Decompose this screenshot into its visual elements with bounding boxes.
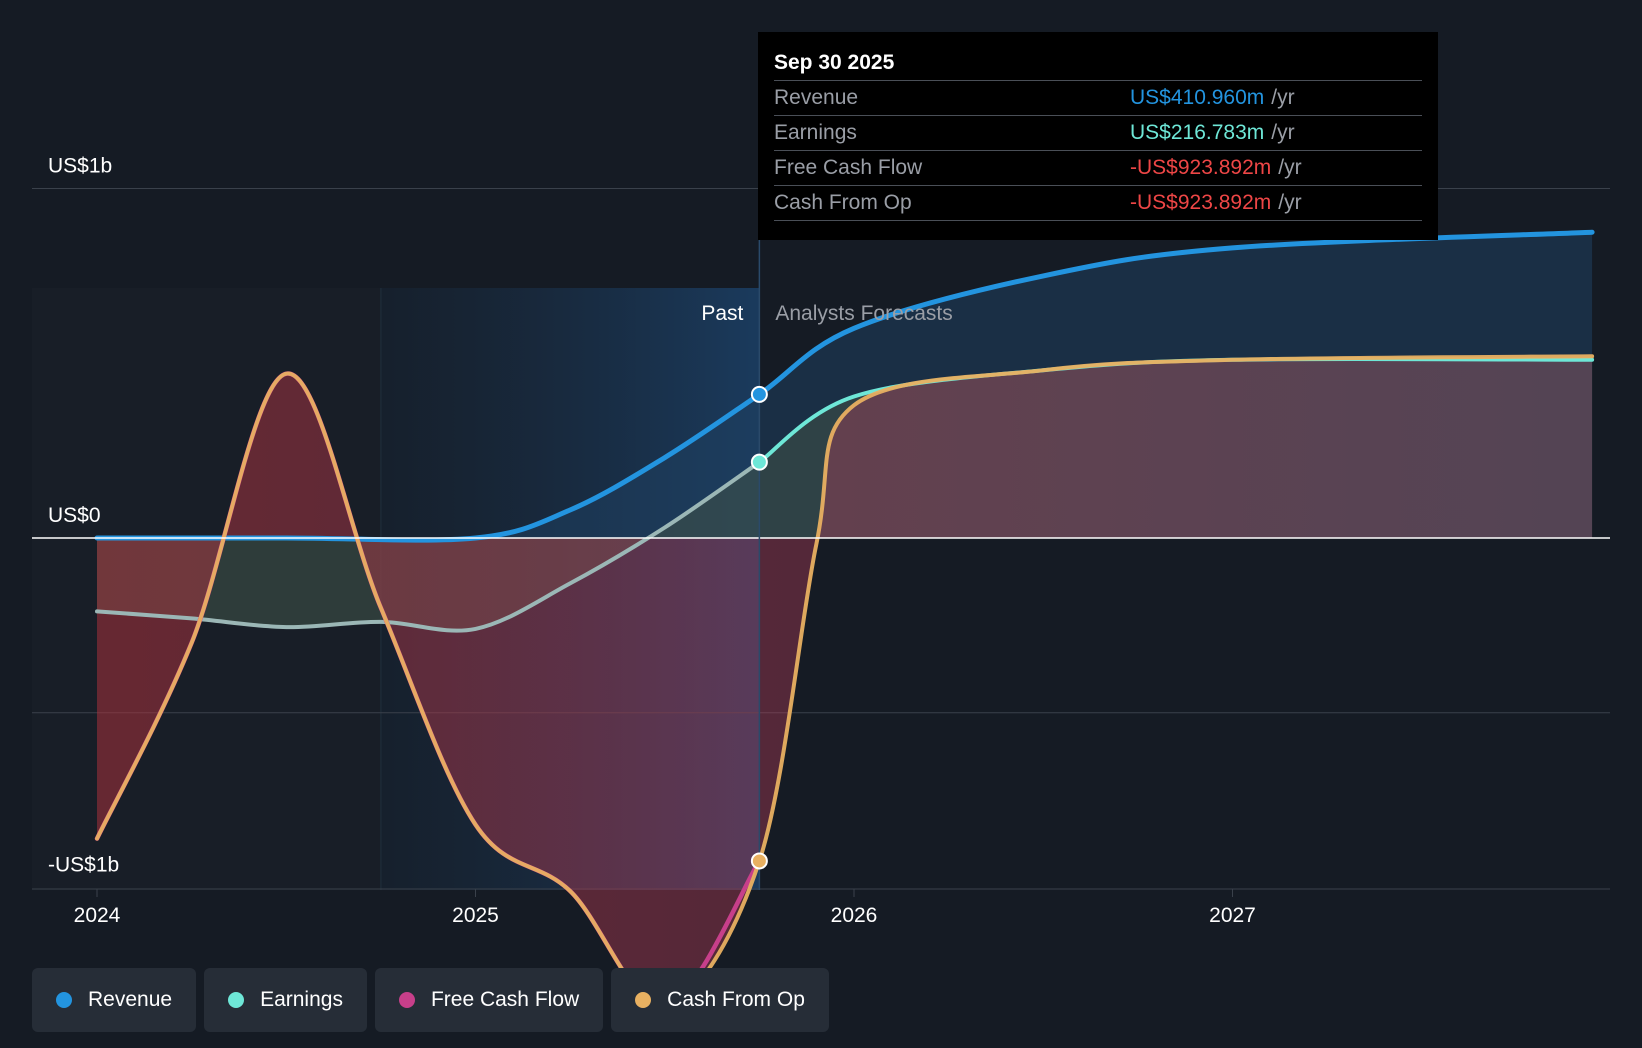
tooltip-value: -US$923.892m — [1130, 191, 1272, 214]
tooltip-row-earnings: Earnings US$216.783m /yr — [774, 115, 1422, 150]
area-fills — [97, 232, 1593, 1007]
legend: Revenue Earnings Free Cash Flow Cash Fro… — [32, 968, 829, 1032]
tooltip: Sep 30 2025 Revenue US$410.960m /yr Earn… — [758, 32, 1438, 240]
tooltip-row-revenue: Revenue US$410.960m /yr — [774, 80, 1422, 115]
tooltip-label: Revenue — [774, 86, 859, 109]
y-axis-label: US$0 — [48, 504, 101, 527]
legend-item-revenue[interactable]: Revenue — [32, 968, 197, 1032]
past-label: Past — [701, 302, 743, 325]
tooltip-label: Free Cash Flow — [774, 156, 923, 179]
tooltip-label: Earnings — [774, 121, 857, 144]
earnings-dot-icon — [228, 992, 245, 1008]
earnings-line-past — [95, 460, 762, 633]
x-axis-label: 2025 — [452, 904, 499, 927]
legend-item-cash-from-op[interactable]: Cash From Op — [611, 968, 829, 1032]
x-axis-label: 2027 — [1209, 904, 1256, 927]
cash-from-op-highlight-point — [750, 852, 768, 870]
legend-label: Cash From Op — [667, 988, 805, 1011]
legend-item-earnings[interactable]: Earnings — [204, 968, 367, 1032]
legend-label: Revenue — [88, 988, 173, 1011]
forecast-label: Analysts Forecasts — [775, 302, 952, 325]
cash-from-op-area-fill — [97, 356, 1593, 1007]
tooltip-unit: /yr — [1271, 121, 1295, 144]
revenue-highlight-point — [750, 385, 768, 403]
x-axis-label: 2024 — [74, 904, 121, 927]
free-cash-flow-dot-icon — [398, 992, 415, 1008]
revenue-line — [94, 229, 1595, 543]
tooltip-value: -US$923.892m — [1130, 156, 1272, 179]
axis-labels: US$1b US$0 -US$1b 2024 2025 2026 2027 — [48, 155, 1256, 928]
revenue-dot-icon — [56, 992, 72, 1008]
tooltip-unit: /yr — [1278, 191, 1302, 214]
legend-label: Free Cash Flow — [430, 988, 580, 1011]
series-lines — [94, 229, 1595, 1009]
legend-item-free-cash-flow[interactable]: Free Cash Flow — [374, 968, 604, 1032]
cash-from-op-dot-icon — [635, 992, 652, 1008]
tooltip-unit: /yr — [1271, 86, 1295, 109]
y-axis-label: US$1b — [48, 155, 112, 178]
tooltip-value: US$410.960m — [1130, 86, 1265, 109]
tooltip-value: US$216.783m — [1130, 121, 1265, 144]
tooltip-label: Cash From Op — [774, 191, 912, 214]
tooltip-date: Sep 30 2025 — [774, 51, 895, 74]
x-axis-label: 2026 — [831, 904, 878, 927]
tooltip-row-free-cash-flow: Free Cash Flow -US$923.892m /yr — [774, 150, 1422, 185]
earnings-highlight-point — [750, 453, 768, 471]
legend-label: Earnings — [260, 988, 343, 1011]
tooltip-row-cash-from-op: Cash From Op -US$923.892m /yr — [774, 185, 1422, 221]
y-axis-label: -US$1b — [48, 854, 119, 877]
tooltip-unit: /yr — [1278, 156, 1302, 179]
highlight-points — [750, 385, 768, 870]
